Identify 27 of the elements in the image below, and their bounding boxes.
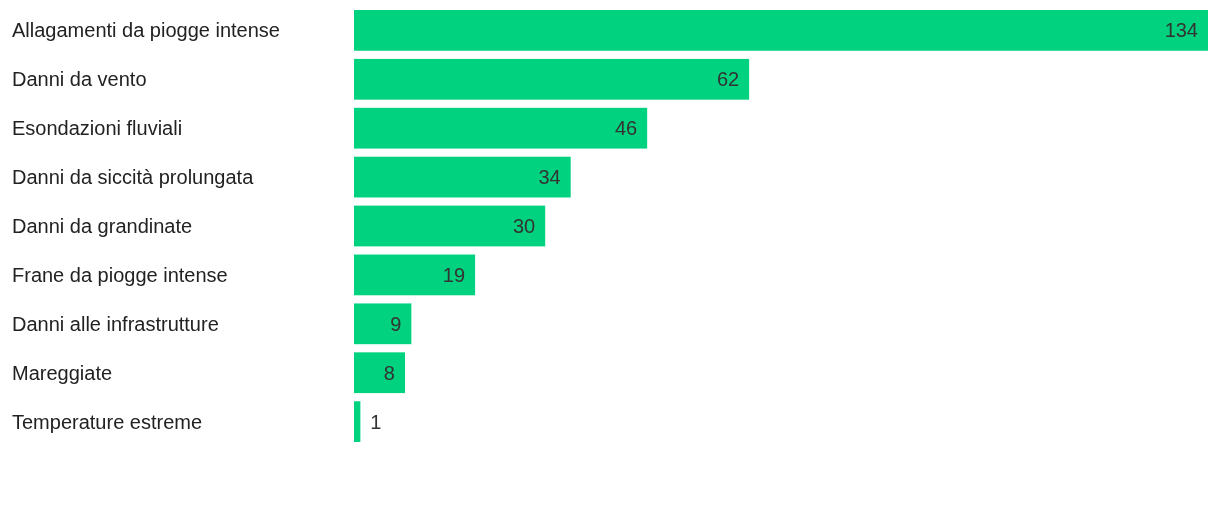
y-tick-label: Danni da vento: [12, 68, 147, 91]
bar: [354, 10, 1208, 51]
bar: [354, 352, 405, 394]
y-tick-label: Danni alle infrastrutture: [12, 312, 219, 335]
y-tick-label: Allagamenti da piogge intense: [12, 19, 280, 42]
bar: [354, 156, 571, 198]
data-label: 8: [383, 361, 395, 384]
data-label: 19: [442, 263, 466, 286]
bar: [354, 205, 546, 247]
y-tick-label: Danni da siccità prolungata: [12, 166, 255, 189]
bar: [354, 58, 750, 100]
data-label: 34: [538, 166, 561, 189]
bar: [354, 401, 361, 442]
y-tick-label: Mareggiate: [12, 361, 113, 384]
bar: [354, 254, 476, 296]
bar: [354, 107, 648, 149]
data-label: 62: [716, 68, 740, 91]
y-tick-label: Temperature estreme: [12, 410, 203, 433]
data-label: 134: [1164, 19, 1198, 42]
bar: [354, 303, 412, 345]
data-label: 30: [512, 215, 536, 237]
y-tick-label: Esondazioni fluviali: [12, 117, 183, 140]
data-label: 46: [614, 117, 638, 140]
data-label: 1: [370, 410, 382, 433]
data-label: 9: [390, 312, 402, 335]
y-tick-label: Danni da grandinate: [12, 215, 193, 237]
y-tick-label: Frane da piogge intense: [12, 263, 228, 286]
